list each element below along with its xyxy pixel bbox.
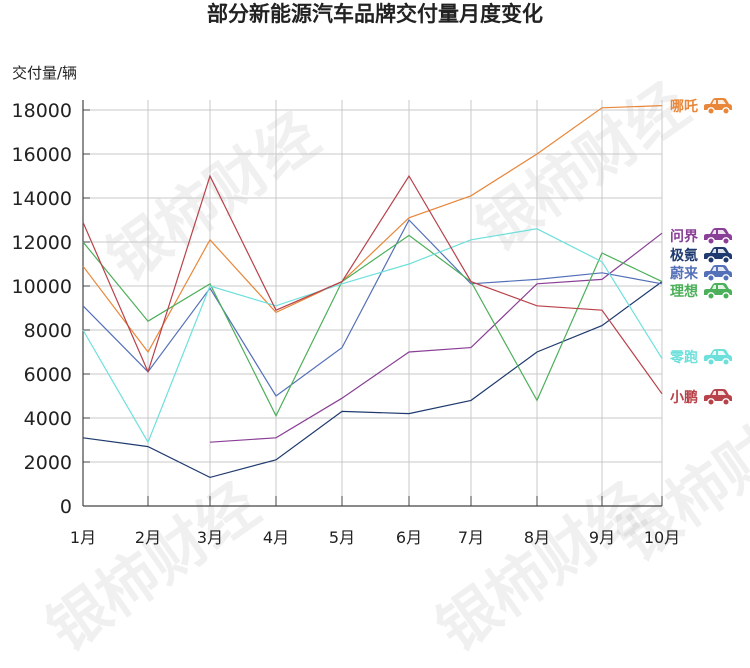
x-tick-label: 6月 <box>396 528 422 547</box>
y-tick-label: 6000 <box>24 364 72 386</box>
grid-lines: 0 2000 4000 6000 8000 10000 12000 14000 16000 180… <box>12 100 680 547</box>
car-icon <box>704 389 732 406</box>
y-axis-label: 交付量/辆 <box>12 64 78 82</box>
legend-item: 极氪 <box>670 246 734 264</box>
legend-label: 蔚来 <box>670 266 698 282</box>
y-tick-label: 2000 <box>24 452 72 474</box>
series-line-小鹏 <box>82 174 663 395</box>
x-tick-label: 8月 <box>524 528 550 547</box>
series-line-理想 <box>82 234 663 418</box>
legend-label: 极氪 <box>670 248 698 264</box>
x-tick-label: 3月 <box>197 528 223 547</box>
y-tick-label: 4000 <box>24 408 72 430</box>
y-tick-label: 14000 <box>12 188 72 210</box>
data-series <box>82 105 663 479</box>
car-icon <box>704 265 732 282</box>
y-tick-label: 12000 <box>12 232 72 254</box>
legend-label: 零跑 <box>670 350 698 366</box>
series-line-极氪 <box>82 281 663 479</box>
car-icon <box>704 349 732 366</box>
x-tick-label: 7月 <box>458 528 484 547</box>
legend-label: 哪吒 <box>670 99 698 115</box>
legend-item: 理想 <box>670 282 734 300</box>
series-line-蔚来 <box>82 218 663 397</box>
legend-item: 哪吒 <box>670 97 734 115</box>
legend-label: 小鹏 <box>670 390 698 406</box>
legend-label: 问界 <box>670 229 698 245</box>
y-tick-label: 8000 <box>24 320 72 342</box>
series-line-问界 <box>209 232 663 443</box>
line-chart: 0 2000 4000 6000 8000 10000 12000 14000 16000 180… <box>12 100 680 547</box>
legend-item: 问界 <box>670 227 734 245</box>
x-tick-label: 1月 <box>70 528 96 547</box>
y-tick-label: 10000 <box>12 276 72 298</box>
car-icon <box>704 98 732 115</box>
x-tick-label: 2月 <box>135 528 161 547</box>
x-tick-label: 9月 <box>589 528 615 547</box>
legend-label: 理想 <box>670 284 698 300</box>
x-tick-label: 10月 <box>644 528 680 547</box>
x-tick-label: 4月 <box>263 528 289 547</box>
legend-item: 小鹏 <box>670 388 734 406</box>
car-icon <box>704 283 732 300</box>
car-icon <box>704 228 732 245</box>
car-icon <box>704 247 732 264</box>
chart-title: 部分新能源汽车品牌交付量月度变化 <box>207 2 543 26</box>
y-tick-label: 18000 <box>12 100 72 122</box>
series-line-零跑 <box>82 228 663 444</box>
y-tick-label: 16000 <box>12 144 72 166</box>
y-tick-label: 0 <box>60 496 72 518</box>
x-tick-label: 5月 <box>329 528 355 547</box>
series-line-哪吒 <box>82 105 663 354</box>
legend-item: 蔚来 <box>670 264 734 282</box>
legend-item: 零跑 <box>670 348 734 366</box>
